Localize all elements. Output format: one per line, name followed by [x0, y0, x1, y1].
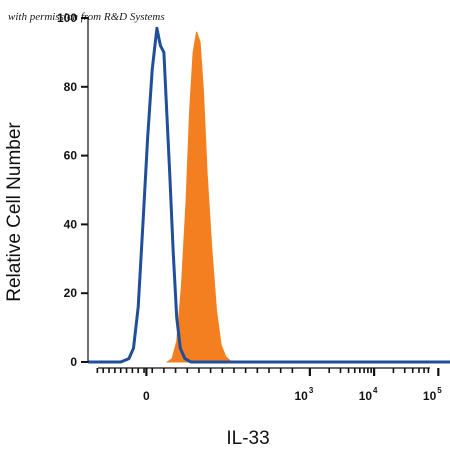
- x-tick-label: 103: [294, 386, 313, 403]
- y-tick-label: 0: [70, 355, 77, 369]
- series-outline-histogram: [88, 26, 450, 364]
- y-tick-label: 60: [64, 149, 78, 163]
- plot-area: [88, 26, 450, 364]
- y-tick-label: 100: [57, 11, 77, 25]
- x-axis-title: IL-33: [226, 428, 269, 449]
- y-tick-label: 20: [64, 286, 78, 300]
- x-tick-label: 104: [359, 386, 378, 403]
- axes: 0 20 40 60 80 100 0 103 104 105: [57, 11, 442, 403]
- x-tick-label: 0: [143, 389, 150, 403]
- x-tick-label: 105: [423, 386, 442, 403]
- series-filled-histogram: [165, 31, 233, 363]
- y-tick-label: 40: [64, 217, 78, 231]
- y-tick-label: 80: [64, 80, 78, 94]
- y-axis-title: Relative Cell Number: [4, 122, 25, 302]
